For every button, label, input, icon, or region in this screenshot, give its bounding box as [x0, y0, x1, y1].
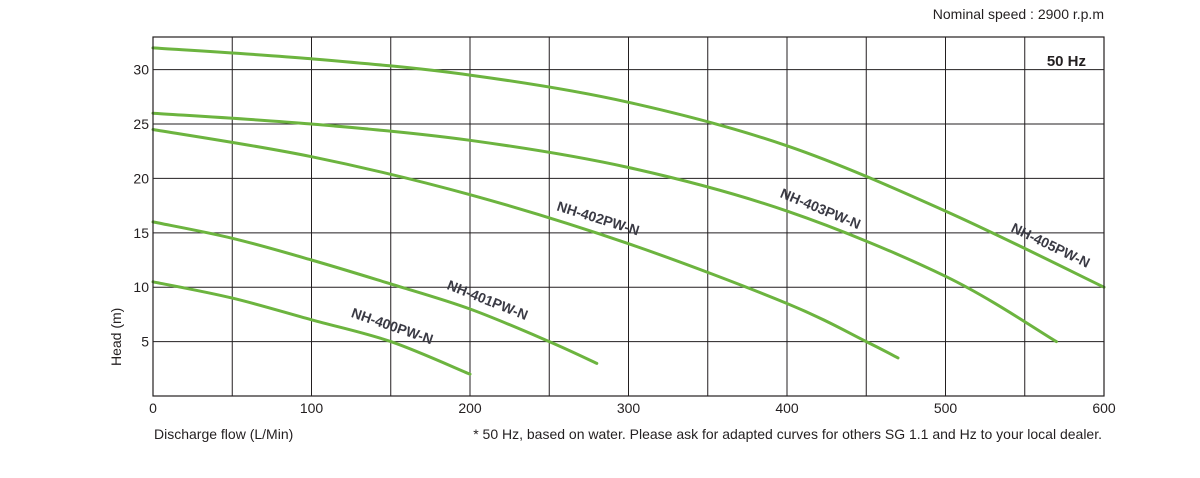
x-tick-label: 400 — [775, 400, 799, 416]
series-line — [151, 220, 599, 365]
series-line — [151, 128, 900, 360]
series-label: NH-405PW-N — [1009, 219, 1093, 270]
x-axis-label: Discharge flow (L/Min) — [154, 426, 294, 442]
y-tick-label: 25 — [133, 116, 149, 132]
y-tick-label: 10 — [133, 279, 149, 295]
footnote: * 50 Hz, based on water. Please ask for … — [473, 426, 1102, 442]
y-tick-label: 5 — [141, 334, 149, 350]
x-tick-label: 200 — [458, 400, 482, 416]
grid — [153, 37, 1104, 396]
nominal-speed-note: Nominal speed : 2900 r.p.m — [932, 6, 1104, 22]
series-line — [151, 280, 472, 376]
x-tick-label: 100 — [300, 400, 324, 416]
series-line — [151, 111, 1058, 344]
y-tick-label: 15 — [133, 225, 149, 241]
x-tick-label: 600 — [1092, 400, 1116, 416]
y-tick-label: 30 — [133, 62, 149, 78]
axis-ticks: 0 100 200 300 400 500 600 5 10 15 20 25 30 — [133, 62, 1115, 416]
x-tick-label: 0 — [149, 400, 157, 416]
x-tick-label: 300 — [617, 400, 641, 416]
series-labels: NH-400PW-NNH-401PW-NNH-402PW-N NH-403PW-N… — [349, 185, 1092, 347]
x-tick-label: 500 — [934, 400, 958, 416]
frequency-label: 50 Hz — [1047, 53, 1086, 70]
series-label: NH-403PW-N — [778, 185, 863, 232]
series-line — [151, 46, 1106, 289]
plot-frame — [152, 36, 1105, 397]
series-lines — [151, 46, 1106, 376]
y-tick-label: 20 — [133, 170, 149, 186]
y-axis-label: Head (m) — [108, 307, 124, 366]
